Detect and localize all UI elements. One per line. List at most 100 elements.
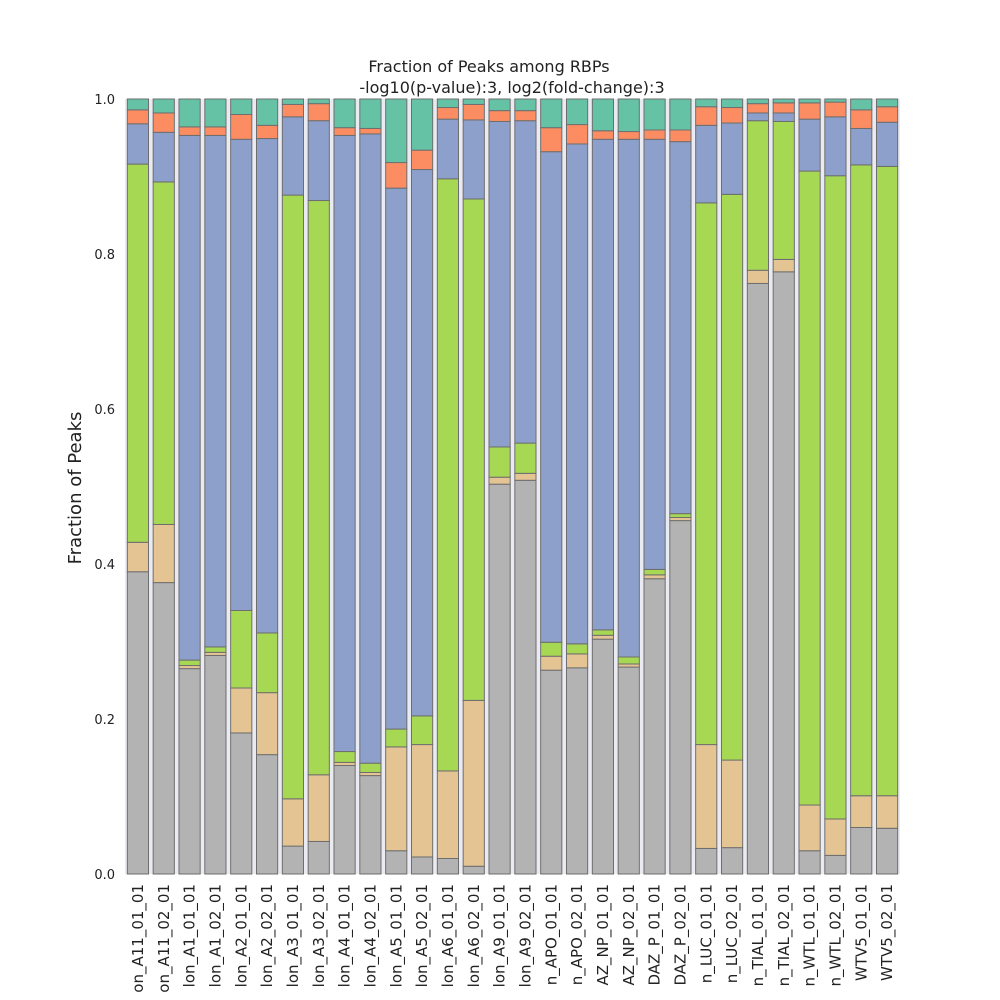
bar-segment-15-3 bbox=[514, 120, 537, 444]
bar-segment-17-2 bbox=[565, 643, 589, 655]
bar-segment-29-1 bbox=[875, 795, 899, 829]
bar-segment-6-2 bbox=[281, 194, 305, 800]
bar-segment-26-3 bbox=[798, 118, 821, 172]
bar-segment-7-2 bbox=[307, 200, 330, 776]
x-tick-label-15: lon_A9_02_01 bbox=[516, 884, 535, 987]
bar-segment-11-5 bbox=[410, 98, 434, 151]
chart-subtitle: -log10(p-value):3, log2(fold-change):3 bbox=[359, 78, 664, 97]
bar-segment-8-2 bbox=[333, 751, 356, 763]
bar-segment-28-4 bbox=[850, 109, 873, 129]
bar-segment-16-2 bbox=[540, 641, 563, 657]
bar-segment-20-0 bbox=[643, 578, 666, 875]
bar-segment-14-3 bbox=[488, 120, 511, 448]
bar-segment-20-3 bbox=[643, 138, 666, 570]
bar-segment-18-4 bbox=[591, 130, 615, 140]
bar-segment-15-2 bbox=[514, 442, 537, 474]
bar-segment-13-3 bbox=[462, 119, 485, 200]
bar-segment-6-5 bbox=[281, 98, 305, 105]
x-tick-label-23: n_LUC_02_01 bbox=[723, 884, 742, 983]
bar-segment-10-5 bbox=[385, 98, 408, 164]
bar-segment-7-0 bbox=[307, 840, 330, 875]
x-tick-label-17: n_APO_02_01 bbox=[568, 884, 587, 985]
x-tick-label-9: lon_A4_02_01 bbox=[361, 884, 380, 987]
bar-segment-0-1 bbox=[126, 541, 150, 573]
x-tick-label-11: lon_A5_02_01 bbox=[413, 884, 432, 987]
x-tick-label-20: DAZ_P_01_01 bbox=[646, 884, 665, 986]
bar-segment-22-2 bbox=[695, 202, 718, 746]
bar-segment-9-4 bbox=[359, 127, 382, 135]
bar-segment-16-0 bbox=[540, 669, 563, 875]
bar-segment-0-5 bbox=[126, 98, 150, 111]
bar-segment-15-1 bbox=[514, 472, 537, 481]
bar-segment-13-2 bbox=[462, 198, 485, 701]
bar-segment-7-4 bbox=[307, 103, 330, 122]
bar-segment-27-2 bbox=[824, 175, 847, 820]
x-tick-label-5: lon_A2_02_01 bbox=[258, 884, 277, 987]
bar-segment-3-3 bbox=[204, 134, 227, 648]
bar-segment-21-2 bbox=[669, 513, 692, 519]
bar-segment-10-2 bbox=[385, 728, 408, 748]
bar-segment-17-5 bbox=[565, 98, 589, 126]
bar-segment-3-2 bbox=[204, 646, 227, 653]
x-tick-label-6: lon_A3_01_01 bbox=[284, 884, 303, 987]
bar-segment-28-3 bbox=[850, 127, 873, 166]
x-tick-label-1: on_A11_02_01 bbox=[155, 884, 174, 993]
bar-segment-22-0 bbox=[695, 847, 718, 875]
bar-segment-0-0 bbox=[126, 571, 150, 875]
bar-segment-6-4 bbox=[281, 103, 305, 118]
bar-segment-19-4 bbox=[617, 131, 640, 140]
bar-segment-16-3 bbox=[540, 151, 563, 643]
bar-segment-10-3 bbox=[385, 187, 408, 730]
bar-segment-29-4 bbox=[875, 106, 899, 123]
x-tick-label-19: AZ_NP_02_01 bbox=[620, 884, 639, 985]
bar-segment-22-1 bbox=[695, 744, 718, 849]
bar-segment-17-3 bbox=[565, 143, 589, 645]
bar-segment-5-2 bbox=[255, 632, 279, 694]
x-tick-label-8: lon_A4_01_01 bbox=[336, 884, 355, 987]
bar-segment-6-0 bbox=[281, 845, 305, 875]
bar-segment-12-0 bbox=[436, 858, 460, 875]
bar-segment-23-3 bbox=[720, 122, 744, 195]
plot-background bbox=[125, 99, 900, 874]
bar-segment-23-4 bbox=[720, 107, 744, 124]
bar-segment-29-3 bbox=[875, 121, 899, 167]
bar-segment-20-4 bbox=[643, 129, 666, 140]
chart-title: Fraction of Peaks among RBPs bbox=[368, 57, 609, 76]
bar-segment-5-0 bbox=[255, 754, 279, 875]
bar-segment-19-2 bbox=[617, 656, 640, 665]
bar-segment-17-1 bbox=[565, 653, 589, 669]
bar-segment-27-4 bbox=[824, 101, 847, 118]
y-tick-label-1: 0.2 bbox=[94, 713, 115, 728]
x-tick-label-26: n_WTL_01_01 bbox=[801, 884, 820, 987]
bar-segment-19-0 bbox=[617, 666, 640, 875]
bar-segment-0-2 bbox=[126, 163, 150, 543]
bar-segment-27-5 bbox=[824, 98, 847, 103]
bar-segment-0-3 bbox=[126, 123, 150, 165]
y-tick-label-5: 1.0 bbox=[94, 93, 115, 108]
bar-segment-12-3 bbox=[436, 118, 460, 180]
bar-segment-11-0 bbox=[410, 856, 434, 875]
bar-segment-20-2 bbox=[643, 568, 666, 576]
bar-segment-2-5 bbox=[178, 98, 201, 128]
bar-segment-18-5 bbox=[591, 98, 615, 132]
bar-segment-13-0 bbox=[462, 865, 485, 875]
bar-segment-18-3 bbox=[591, 138, 615, 631]
bar-segment-26-1 bbox=[798, 804, 821, 852]
bar-segment-2-4 bbox=[178, 126, 201, 136]
bar-segment-11-1 bbox=[410, 744, 434, 858]
bar-segment-20-1 bbox=[643, 574, 666, 580]
x-tick-label-12: lon_A6_01_01 bbox=[439, 884, 458, 987]
x-tick-label-14: lon_A9_01_01 bbox=[491, 884, 510, 987]
x-tick-label-29: WTV5_02_01 bbox=[878, 884, 897, 981]
bar-segment-25-5 bbox=[772, 98, 795, 104]
y-tick-label-3: 0.6 bbox=[94, 403, 115, 418]
x-tick-label-4: lon_A2_01_01 bbox=[232, 884, 251, 987]
bar-segment-17-4 bbox=[565, 124, 589, 145]
bar-segment-16-4 bbox=[540, 127, 563, 153]
bar-segment-6-3 bbox=[281, 116, 305, 196]
x-axis-ticks: on_A11_01_01 on_A11_02_01 lon_A1_01_01 lon_… bbox=[129, 884, 897, 993]
bar-segment-26-4 bbox=[798, 102, 821, 120]
bar-segment-4-4 bbox=[230, 114, 253, 140]
bar-segment-17-0 bbox=[565, 667, 589, 875]
bar-segment-1-4 bbox=[152, 112, 175, 133]
